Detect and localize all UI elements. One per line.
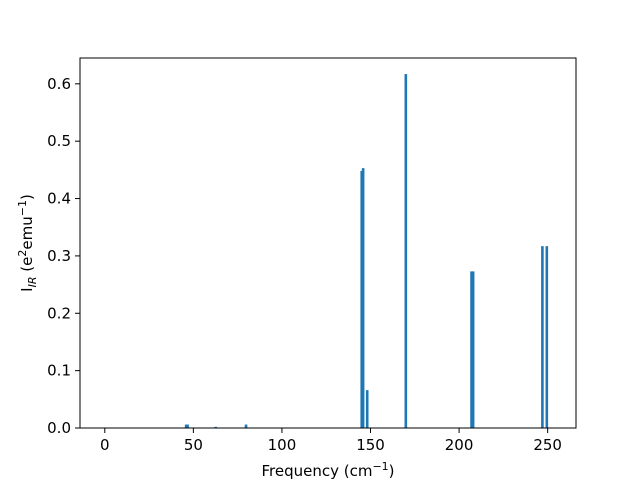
bars-group [184, 74, 549, 428]
x-tick-label: 200 [445, 436, 474, 454]
bar-2 [214, 426, 218, 428]
bar-1 [186, 424, 189, 428]
y-tick-label: 0.3 [47, 247, 71, 265]
bar-9 [471, 271, 475, 428]
bar-6 [365, 390, 369, 428]
bar-7 [404, 74, 408, 428]
x-axis-ticks: 0 50 100 150 200 250 [100, 428, 562, 454]
y-axis-label: IIR (e2emu−1) [16, 194, 39, 292]
x-tick-label: 250 [533, 436, 562, 454]
bar-5 [361, 168, 365, 428]
y-tick-label: 0.0 [47, 419, 71, 437]
bar-10 [541, 246, 544, 428]
y-tick-label: 0.2 [47, 304, 71, 322]
bar-11 [545, 246, 549, 428]
bar-3 [244, 424, 248, 428]
x-tick-label: 50 [184, 436, 203, 454]
y-tick-label: 0.5 [47, 132, 71, 150]
bar-4 [360, 171, 364, 428]
x-tick-label: 0 [100, 436, 110, 454]
y-tick-label: 0.6 [47, 75, 71, 93]
x-tick-label: 150 [356, 436, 385, 454]
x-axis-label: Frequency (cm−1) [261, 460, 394, 480]
bar-0 [184, 424, 188, 428]
y-axis-ticks: 0.0 0.1 0.2 0.3 0.4 0.5 0.6 [47, 75, 80, 437]
y-tick-label: 0.1 [47, 362, 71, 380]
bar-8 [470, 271, 473, 428]
plot-background [80, 58, 576, 428]
plot-frame [79, 57, 577, 429]
y-tick-label: 0.4 [47, 190, 71, 208]
x-tick-label: 100 [268, 436, 297, 454]
